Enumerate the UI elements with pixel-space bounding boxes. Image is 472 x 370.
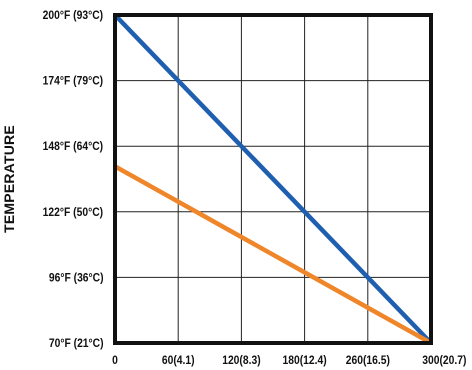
y-tick-label: 96°F (36°C)	[49, 272, 104, 285]
x-tick-label: 120(8.3)	[222, 354, 261, 367]
y-tick-label: 122°F (50°C)	[43, 206, 104, 219]
series-line-2	[113, 164, 433, 345]
series-layer	[113, 13, 433, 345]
x-tick-label: 0	[112, 354, 118, 367]
y-tick-label: 174°F (79°C)	[43, 75, 104, 88]
y-tick-label: 200°F (93°C)	[43, 9, 104, 22]
y-axis-label: TEMPERATURE	[1, 125, 17, 233]
y-tick-labels: 70°F (21°C) 96°F (36°C) 122°F (50°C) 148°F …	[43, 9, 104, 350]
y-tick-label: 70°F (21°C)	[49, 337, 104, 350]
x-tick-label: 260(16.5)	[346, 354, 390, 367]
x-tick-label: 60(4.1)	[162, 354, 195, 367]
x-tick-labels: 0 60(4.1) 120(8.3) 180(12.4) 260(16.5) 300(20…	[112, 354, 467, 367]
plot-frame	[113, 13, 433, 345]
y-tick-label: 148°F (64°C)	[43, 141, 104, 154]
series-line-1	[113, 13, 433, 345]
x-tick-label: 180(12.4)	[283, 354, 327, 367]
x-tick-label: 300(20.7)	[422, 354, 466, 367]
